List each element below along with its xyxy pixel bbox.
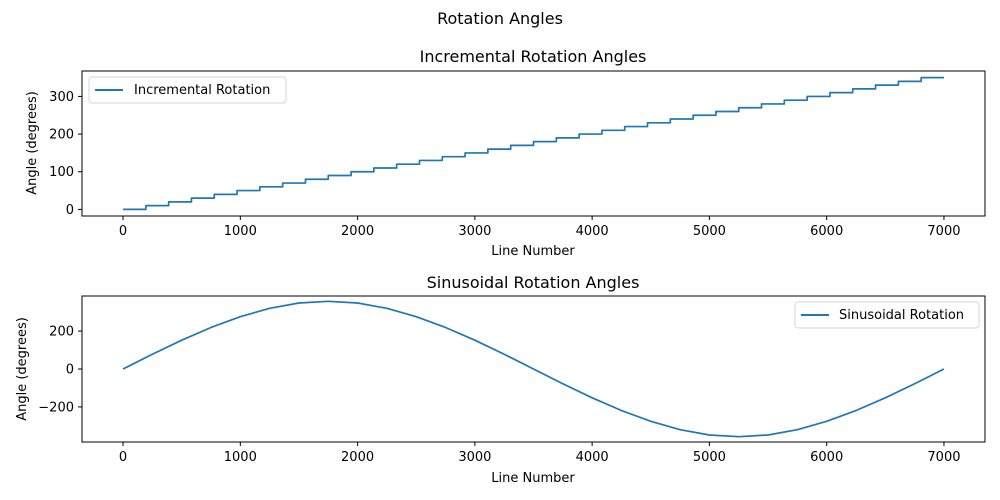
incremental-y-tick-label: 0 <box>66 203 74 218</box>
sinusoidal-subplot: Sinusoidal Rotation Angles Line Number A… <box>15 273 986 486</box>
incremental-y-tick-label: 200 <box>49 128 74 143</box>
incremental-legend-box <box>88 76 287 104</box>
incremental-x-tick-label: 2000 <box>341 224 374 239</box>
sinusoidal-x-tick-label: 5000 <box>693 450 726 465</box>
sinusoidal-x-axis-label: Line Number <box>491 471 575 486</box>
sinusoidal-x-tick-label: 4000 <box>576 450 609 465</box>
sinusoidal-x-tick-label: 0 <box>119 450 127 465</box>
incremental-x-axis-label: Line Number <box>491 244 575 259</box>
incremental-x-tick-label: 5000 <box>693 224 726 239</box>
incremental-legend-label: Incremental Rotation <box>134 83 270 98</box>
incremental-chart-title: Incremental Rotation Angles <box>420 47 647 66</box>
sinusoidal-plot-area <box>122 300 945 438</box>
sinusoidal-y-axis-label: Angle (degrees) <box>15 317 30 421</box>
incremental-legend: Incremental Rotation <box>88 76 287 104</box>
incremental-x-tick-label: 3000 <box>458 224 491 239</box>
incremental-series-line <box>123 76 944 211</box>
sinusoidal-y-tick-label: 0 <box>66 363 74 378</box>
sinusoidal-legend-label: Sinusoidal Rotation <box>839 308 964 323</box>
incremental-y-axis-label: Angle (degrees) <box>25 91 40 195</box>
sinusoidal-x-tick-label: 1000 <box>224 450 257 465</box>
incremental-x-tick-label: 6000 <box>810 224 843 239</box>
incremental-y-tick-label: 100 <box>49 165 74 180</box>
incremental-y-tick-label: 300 <box>49 90 74 105</box>
sinusoidal-axis-ticks: 0 1000 2000 3000 4000 5000 6000 7000 −200 0 200 <box>38 325 960 465</box>
incremental-x-tick-label: 1000 <box>224 224 257 239</box>
incremental-x-tick-label: 0 <box>119 224 127 239</box>
incremental-plot-area <box>123 76 944 211</box>
sinusoidal-chart-title: Sinusoidal Rotation Angles <box>427 273 640 292</box>
figure-title: Rotation Angles <box>437 9 563 28</box>
incremental-axes-frame <box>81 70 986 217</box>
sinusoidal-y-tick-label: −200 <box>38 400 74 415</box>
sinusoidal-legend-box <box>794 301 980 329</box>
sinusoidal-x-tick-label: 3000 <box>458 450 491 465</box>
sinusoidal-x-tick-label: 6000 <box>810 450 843 465</box>
incremental-axis-ticks: 0 1000 2000 3000 4000 5000 6000 7000 0 100 200 300 <box>49 90 960 239</box>
sinusoidal-x-tick-label: 7000 <box>927 450 960 465</box>
incremental-x-tick-label: 7000 <box>927 224 960 239</box>
sinusoidal-axes-frame <box>81 295 986 443</box>
sinusoidal-y-tick-label: 200 <box>49 325 74 340</box>
sinusoidal-series-line <box>122 300 945 438</box>
incremental-subplot: Incremental Rotation Angles Line Number … <box>25 47 986 259</box>
sinusoidal-legend: Sinusoidal Rotation <box>794 301 980 329</box>
sinusoidal-x-tick-label: 2000 <box>341 450 374 465</box>
incremental-x-tick-label: 4000 <box>576 224 609 239</box>
